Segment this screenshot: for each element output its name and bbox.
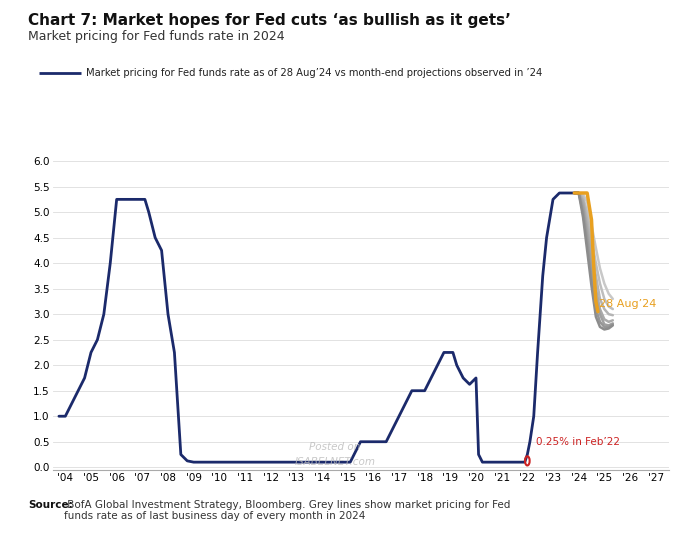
Text: 28 Aug’24: 28 Aug’24	[598, 299, 656, 309]
Text: Source:: Source:	[28, 500, 73, 510]
Text: BofA Global Investment Strategy, Bloomberg. Grey lines show market pricing for F: BofA Global Investment Strategy, Bloombe…	[64, 500, 511, 521]
Text: 0.25% in Feb’22: 0.25% in Feb’22	[536, 437, 620, 447]
Text: Chart 7: Market hopes for Fed cuts ‘as bullish as it gets’: Chart 7: Market hopes for Fed cuts ‘as b…	[28, 14, 511, 29]
Text: Market pricing for Fed funds rate as of 28 Aug’24 vs month-end projections obser: Market pricing for Fed funds rate as of …	[86, 68, 542, 78]
Text: ISABELNET.com: ISABELNET.com	[294, 457, 375, 467]
Text: Posted on: Posted on	[309, 442, 360, 452]
Text: Market pricing for Fed funds rate in 2024: Market pricing for Fed funds rate in 202…	[28, 30, 285, 43]
